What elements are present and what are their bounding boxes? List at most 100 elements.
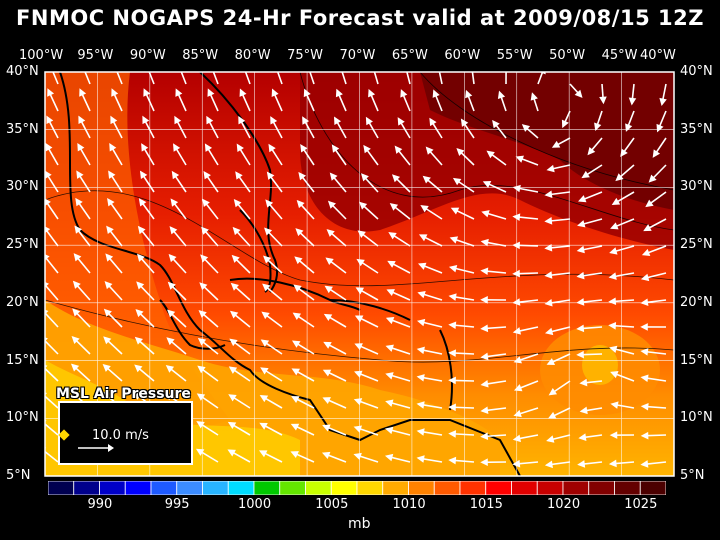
latitude-label: 15°N xyxy=(6,352,39,368)
wind-arrowhead xyxy=(264,227,273,236)
wind-arrowhead xyxy=(480,324,489,333)
wind-arrowhead xyxy=(418,262,427,270)
wind-arrowhead xyxy=(628,97,637,106)
colorbar-tick-label: 1020 xyxy=(547,497,581,512)
wind-arrowhead xyxy=(168,253,177,263)
wind-arrowhead xyxy=(324,285,333,294)
wind-arrowhead xyxy=(139,170,148,180)
wind-arrowhead xyxy=(321,451,331,459)
reference-vector-label: 10.0 m/s xyxy=(92,428,149,443)
wind-arrowhead xyxy=(530,92,538,101)
wind-arrowhead xyxy=(104,281,113,290)
wind-arrowhead xyxy=(587,146,596,156)
wind-arrowhead xyxy=(135,309,144,318)
wind-arrow xyxy=(52,72,59,85)
wind-arrowhead xyxy=(290,451,299,459)
wind-arrowhead xyxy=(302,116,310,125)
wind-arrowhead xyxy=(448,264,458,273)
wind-arrowhead xyxy=(416,401,425,409)
wind-arrowhead xyxy=(450,207,460,215)
wind-arrowhead xyxy=(482,181,492,188)
colorbar-swatch xyxy=(382,481,409,495)
wind-arrow xyxy=(373,72,379,85)
wind-arrowhead xyxy=(576,245,585,254)
colorbar-swatch xyxy=(279,481,306,495)
wind-arrowhead xyxy=(46,115,54,125)
wind-arrowhead xyxy=(108,170,116,179)
wind-arrow xyxy=(537,72,544,85)
map-title: FNMOC NOGAPS 24-Hr Forecast valid at 200… xyxy=(16,6,704,30)
colorbar-swatch xyxy=(588,481,615,495)
wind-arrowhead xyxy=(400,89,408,98)
wind-arrowhead xyxy=(486,150,495,159)
wind-arrowhead xyxy=(230,282,239,291)
wind-arrowhead xyxy=(261,311,270,320)
wind-arrowhead xyxy=(106,225,114,234)
wind-arrowhead xyxy=(199,282,208,291)
latitude-label: 5°N xyxy=(680,468,705,483)
wind-arrowhead xyxy=(204,143,213,152)
wind-arrowhead xyxy=(175,88,183,97)
wind-arrowhead xyxy=(137,225,146,235)
wind-arrowhead xyxy=(609,431,618,439)
longitude-label: 85°W xyxy=(182,48,219,63)
wind-arrow xyxy=(244,72,251,85)
wind-arrowhead xyxy=(203,170,211,180)
wind-arrowhead xyxy=(265,199,274,208)
wind-arrowhead xyxy=(640,348,649,356)
wind-arrowhead xyxy=(645,199,654,208)
wind-arrowhead xyxy=(448,349,457,357)
wind-arrowhead xyxy=(610,401,619,409)
wind-arrowhead xyxy=(45,198,51,206)
colorbar xyxy=(48,481,666,495)
wind-arrowhead xyxy=(357,230,366,238)
us-east-coast xyxy=(199,72,279,293)
wind-arrowhead xyxy=(576,324,585,333)
wind-arrowhead xyxy=(141,143,149,152)
wind-arrowhead xyxy=(259,422,268,430)
wind-arrowhead xyxy=(425,146,434,155)
wind-arrowhead xyxy=(290,423,300,431)
wind-arrowhead xyxy=(45,447,47,450)
wind-arrowhead xyxy=(417,290,426,299)
wind-arrowhead xyxy=(448,376,456,385)
wind-arrowhead xyxy=(547,411,557,419)
wind-arrow xyxy=(45,339,59,355)
wind-arrowhead xyxy=(403,63,408,68)
wind-arrowhead xyxy=(385,316,395,325)
latitude-label: 35°N xyxy=(6,121,39,137)
wind-arrowhead xyxy=(480,432,489,440)
longitude-label: 60°W xyxy=(444,48,481,63)
wind-arrow xyxy=(471,72,475,85)
colorbar-swatch xyxy=(639,481,666,495)
wind-arrowhead xyxy=(608,459,617,468)
wind-arrowhead xyxy=(260,339,270,347)
wind-arrowhead xyxy=(386,289,395,297)
wind-arrowhead xyxy=(610,371,619,379)
colorbar-swatch xyxy=(150,481,178,495)
colorbar-swatch xyxy=(511,481,538,495)
wind-arrowhead xyxy=(227,421,237,429)
colorbar-swatch xyxy=(99,481,126,495)
wind-arrowhead xyxy=(45,226,51,233)
wind-arrowhead xyxy=(296,199,305,209)
wind-arrowhead xyxy=(363,144,371,154)
wind-arrowhead xyxy=(429,117,437,127)
wind-arrowhead xyxy=(270,116,278,125)
wind-arrowhead xyxy=(481,210,490,218)
longitude-label: 45°W xyxy=(601,48,638,63)
latitude-label: 20°N xyxy=(680,294,713,310)
wind-arrowhead xyxy=(165,365,175,373)
latitude-label: 10°N xyxy=(6,410,39,426)
wind-arrowhead xyxy=(648,174,657,183)
wind-arrowhead xyxy=(561,119,569,129)
wind-arrowhead xyxy=(259,395,269,403)
wind-arrowhead xyxy=(232,226,241,236)
wind-arrowhead xyxy=(235,171,243,180)
wind-arrowhead xyxy=(416,346,425,355)
wind-arrowhead xyxy=(576,350,584,359)
colorbar-unit: mb xyxy=(348,516,371,532)
reference-arrow-icon xyxy=(78,444,114,452)
wind-arrowhead xyxy=(173,143,181,152)
wind-arrowhead xyxy=(456,148,465,157)
